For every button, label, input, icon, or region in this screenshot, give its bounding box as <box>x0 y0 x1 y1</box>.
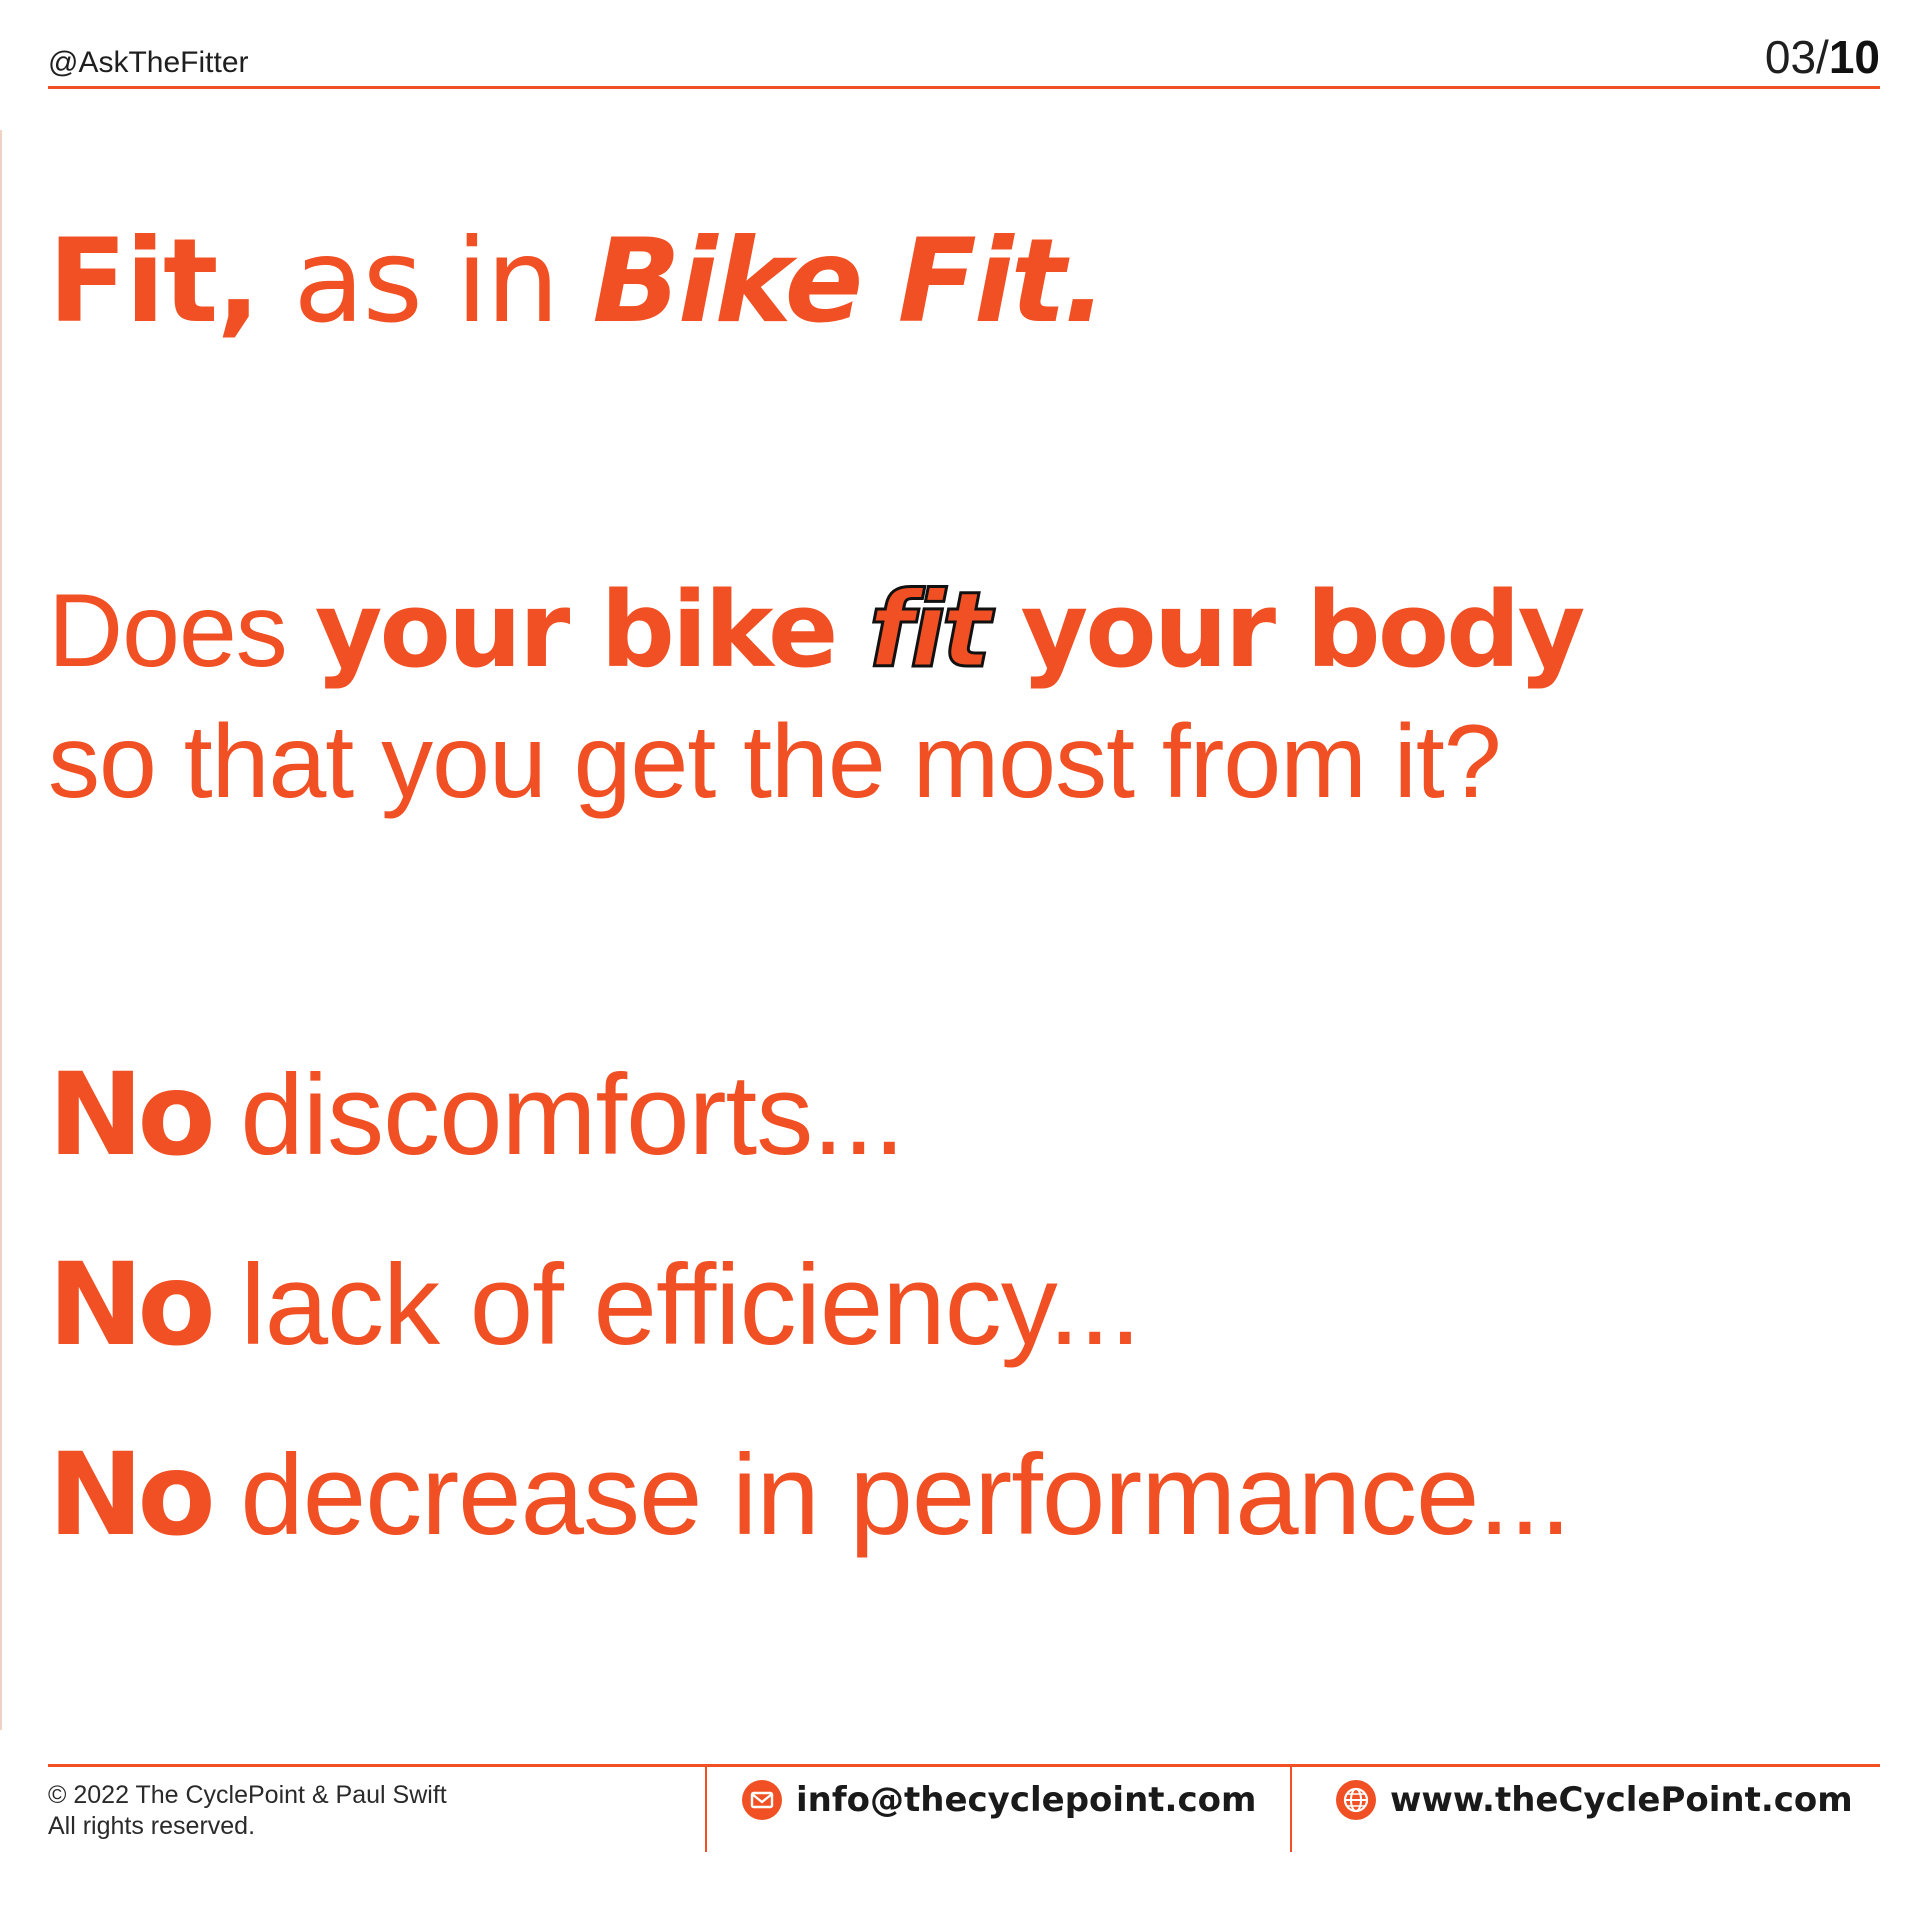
copyright-line-2: All rights reserved. <box>48 1812 256 1841</box>
no-text: decrease in performance... <box>209 1432 1571 1559</box>
header-handle: @AskTheFitter <box>48 46 249 79</box>
question-line-1: Does your bike fit your body <box>48 568 1585 694</box>
header-divider <box>48 86 1880 89</box>
page-current: 03/ <box>1764 31 1829 83</box>
no-item-performance: No decrease in performance... <box>48 1438 1571 1628</box>
no-text: lack of efficiency... <box>209 1242 1141 1369</box>
email-contact[interactable]: info@thecyclepoint.com <box>742 1780 1256 1820</box>
no-label: No <box>48 1048 216 1181</box>
website-contact[interactable]: www.theCyclePoint.com <box>1336 1780 1853 1820</box>
page-title: Fit, as in Bike Fit. <box>48 218 1107 346</box>
copyright: © 2022 The CyclePoint & Paul Swift All r… <box>48 1780 447 1843</box>
no-item-efficiency: No lack of efficiency... <box>48 1248 1570 1438</box>
footer-separator-2 <box>1290 1766 1292 1852</box>
email-link[interactable]: info@thecyclepoint.com <box>796 1780 1257 1820</box>
footer-divider <box>48 1764 1880 1767</box>
left-edge-line <box>0 130 2 1730</box>
no-label: No <box>48 1428 216 1561</box>
website-link[interactable]: www.theCyclePoint.com <box>1390 1780 1853 1820</box>
question-does: Does <box>48 573 315 689</box>
question-your-bike: your bike <box>314 569 869 691</box>
copyright-line-1: © 2022 The CyclePoint & Paul Swift <box>48 1781 447 1809</box>
question-block: Does your bike fit your body so that you… <box>48 568 1585 825</box>
no-item-discomforts: No discomforts... <box>48 1058 1570 1248</box>
question-your-body: your body <box>987 569 1585 691</box>
no-list: No discomforts... No lack of efficiency.… <box>48 1058 1571 1628</box>
footer-separator-1 <box>705 1766 707 1852</box>
page-total: 10 <box>1828 31 1880 83</box>
question-fit-word: fit <box>867 568 993 693</box>
title-fit: Fit, <box>48 214 261 349</box>
globe-icon <box>1336 1780 1376 1820</box>
title-as-in: as in <box>258 214 593 349</box>
question-line-2: so that you get the most from it? <box>48 703 1502 820</box>
title-bike-fit: Bike Fit. <box>592 214 1107 349</box>
no-label: No <box>48 1238 216 1371</box>
page-indicator: 03/10 <box>1765 30 1880 84</box>
envelope-icon <box>742 1780 782 1820</box>
no-text: discomforts... <box>209 1052 905 1179</box>
